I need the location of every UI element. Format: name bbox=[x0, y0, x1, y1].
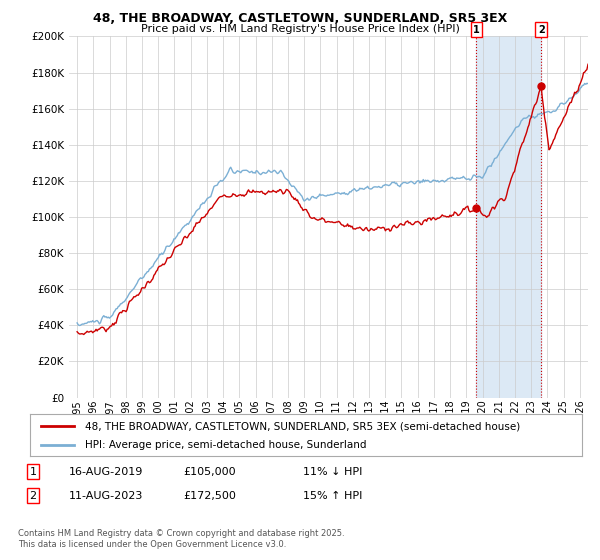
Text: 1: 1 bbox=[29, 466, 37, 477]
Text: £172,500: £172,500 bbox=[183, 491, 236, 501]
Bar bbox=[476, 36, 541, 398]
Text: 11-AUG-2023: 11-AUG-2023 bbox=[69, 491, 143, 501]
Text: 48, THE BROADWAY, CASTLETOWN, SUNDERLAND, SR5 3EX (semi-detached house): 48, THE BROADWAY, CASTLETOWN, SUNDERLAND… bbox=[85, 421, 520, 431]
Text: Contains HM Land Registry data © Crown copyright and database right 2025.
This d: Contains HM Land Registry data © Crown c… bbox=[18, 529, 344, 549]
Text: 15% ↑ HPI: 15% ↑ HPI bbox=[303, 491, 362, 501]
Text: 2: 2 bbox=[538, 25, 545, 35]
Text: HPI: Average price, semi-detached house, Sunderland: HPI: Average price, semi-detached house,… bbox=[85, 440, 367, 450]
Text: £105,000: £105,000 bbox=[183, 466, 236, 477]
Text: 2: 2 bbox=[29, 491, 37, 501]
Text: 1: 1 bbox=[473, 25, 480, 35]
Text: 11% ↓ HPI: 11% ↓ HPI bbox=[303, 466, 362, 477]
Text: Price paid vs. HM Land Registry's House Price Index (HPI): Price paid vs. HM Land Registry's House … bbox=[140, 24, 460, 34]
Text: 16-AUG-2019: 16-AUG-2019 bbox=[69, 466, 143, 477]
Text: 48, THE BROADWAY, CASTLETOWN, SUNDERLAND, SR5 3EX: 48, THE BROADWAY, CASTLETOWN, SUNDERLAND… bbox=[93, 12, 507, 25]
